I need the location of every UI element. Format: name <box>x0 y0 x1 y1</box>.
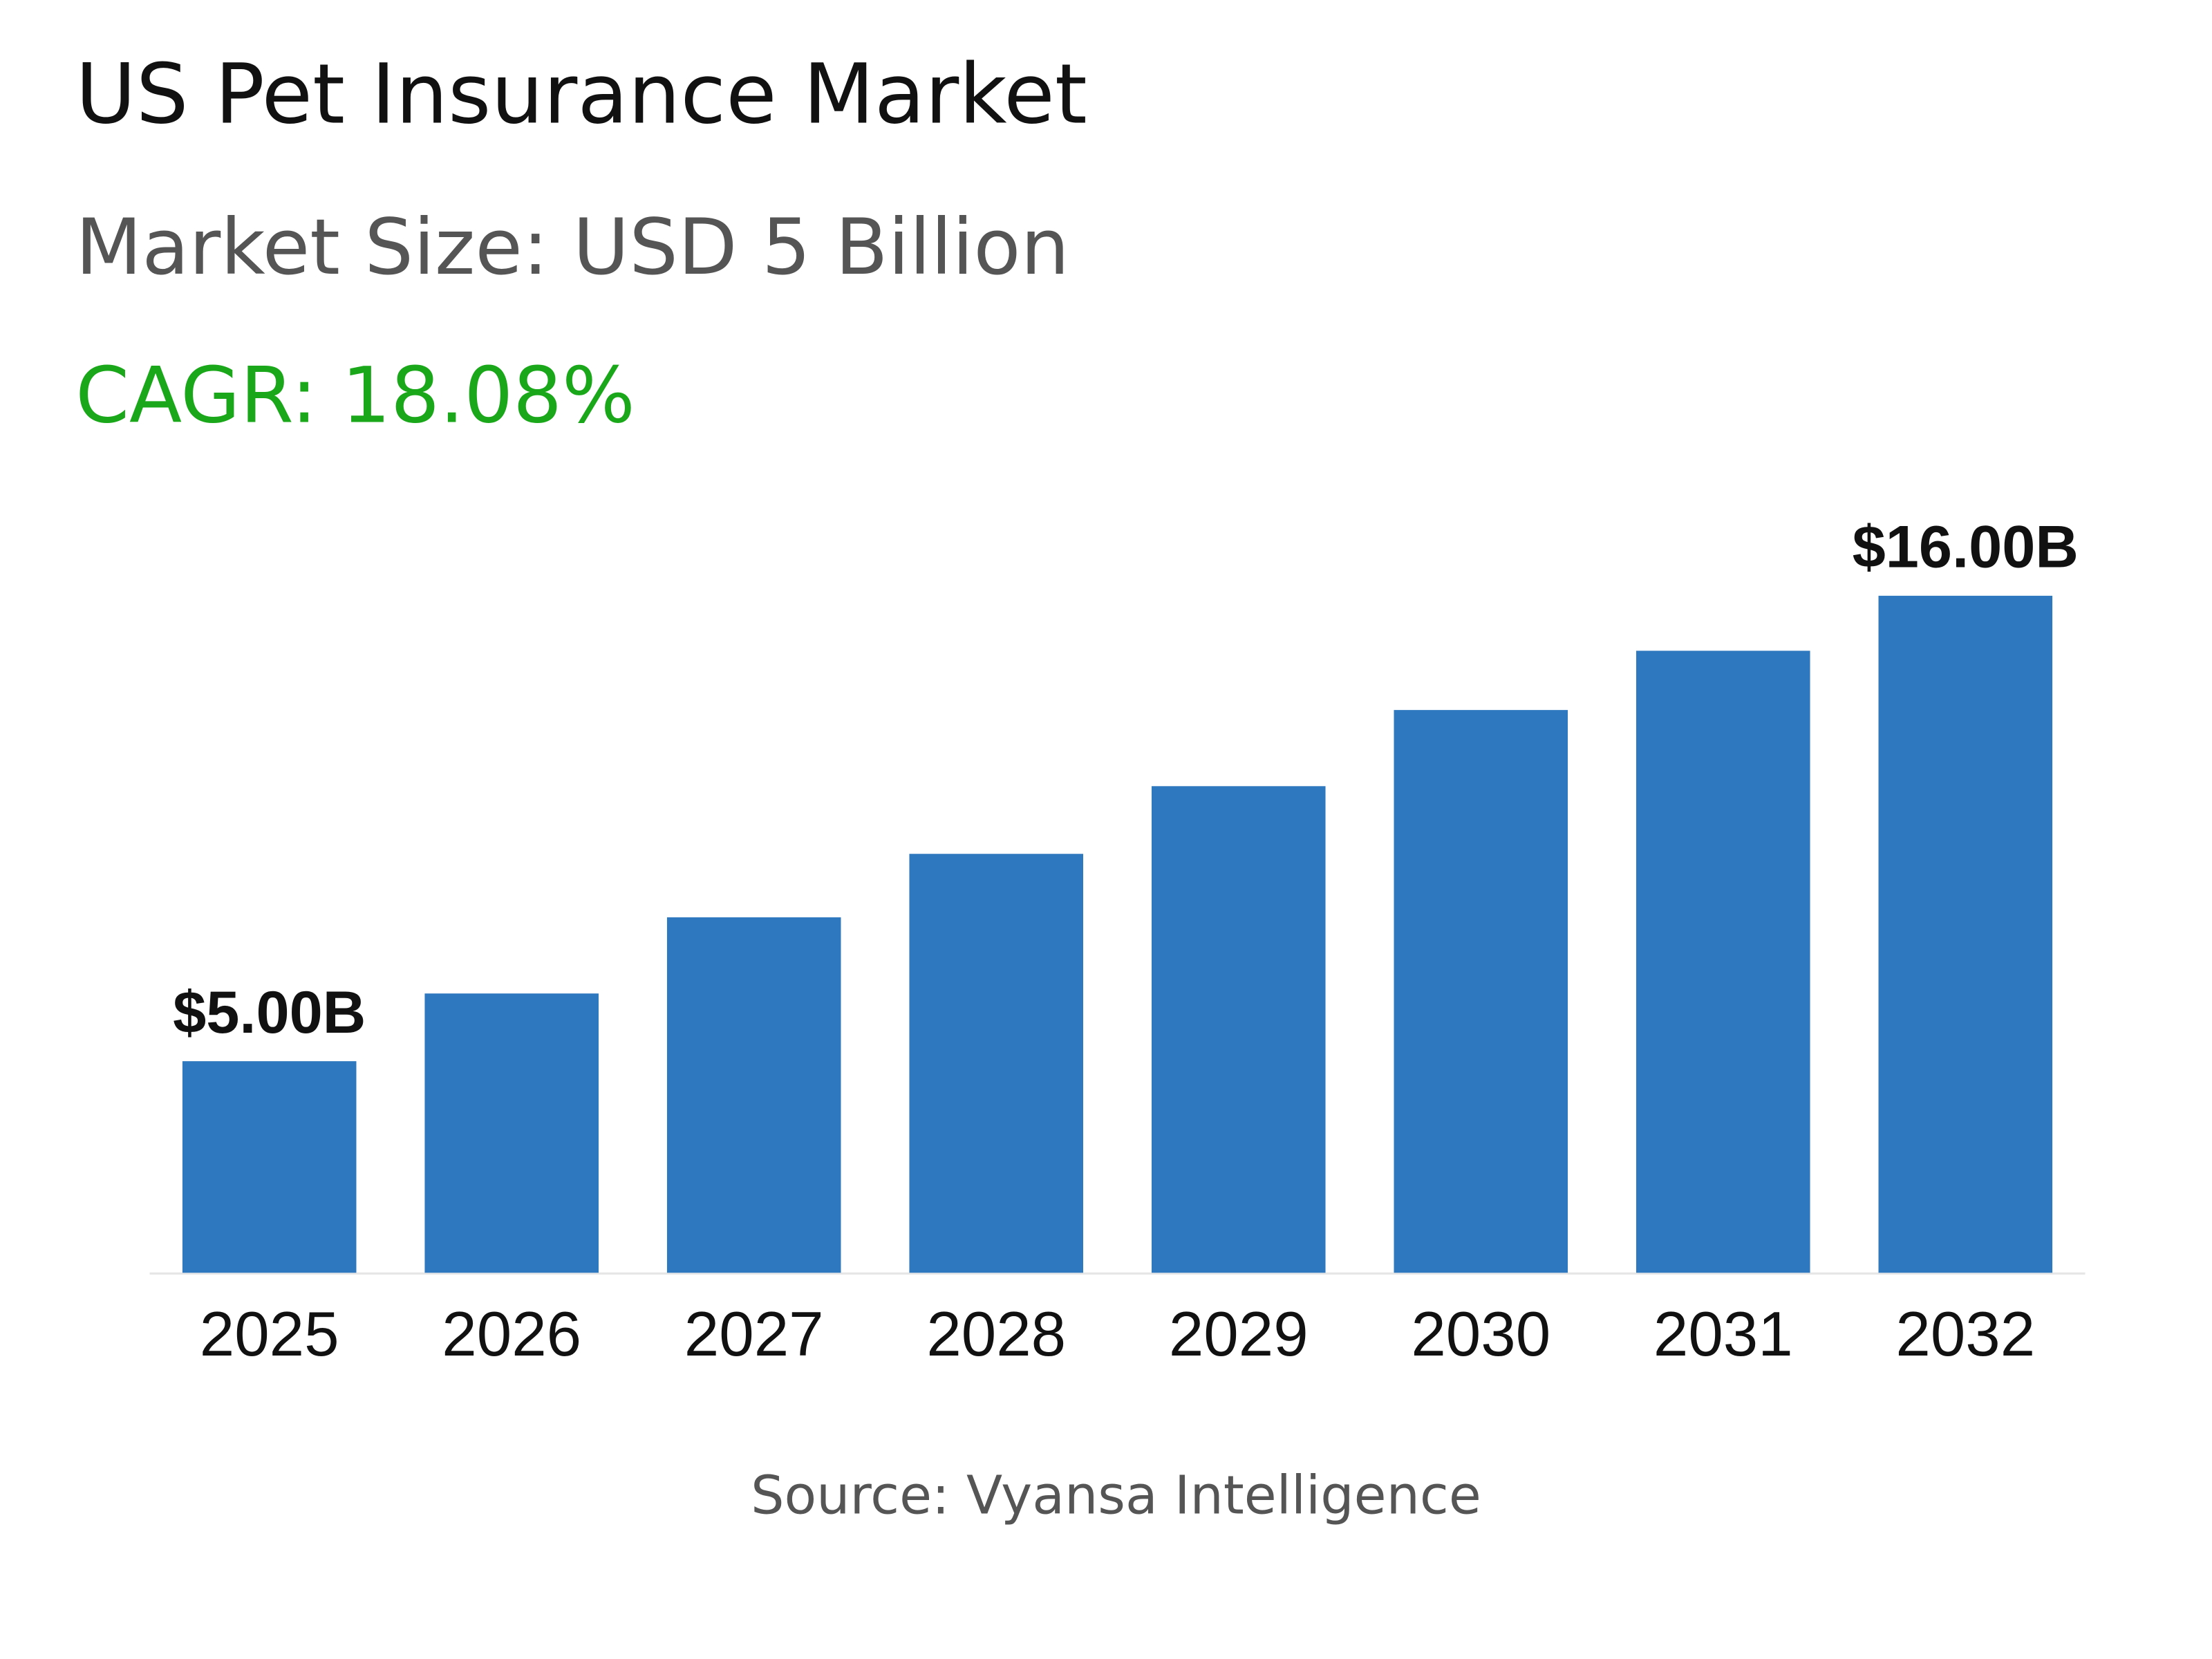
x-tick-label: 2026 <box>442 1300 581 1369</box>
chart-subtitle: Market Size: USD 5 Billion <box>75 203 1069 292</box>
x-tick-label: 2028 <box>926 1300 1066 1369</box>
data-label: $16.00B <box>1853 514 2079 581</box>
bar <box>1394 710 1568 1273</box>
bar <box>1636 650 1810 1273</box>
bar <box>182 1061 357 1273</box>
x-tick-label: 2025 <box>200 1300 339 1369</box>
x-tick-label: 2030 <box>1411 1300 1550 1369</box>
data-label: $5.00B <box>173 980 366 1046</box>
x-tick-label: 2032 <box>1895 1300 2035 1369</box>
bar <box>909 854 1084 1273</box>
bar <box>666 917 841 1273</box>
cagr-annotation: CAGR: 18.08% <box>75 351 635 440</box>
chart-title: US Pet Insurance Market <box>75 46 1087 142</box>
bar <box>1878 595 2053 1273</box>
bar <box>424 993 599 1273</box>
x-tick-label: 2031 <box>1653 1300 1793 1369</box>
source: Source: Vyansa Intelligence <box>751 1465 1481 1526</box>
x-tick-label: 2027 <box>684 1300 824 1369</box>
x-tick-label: 2029 <box>1169 1300 1309 1369</box>
bar <box>1151 786 1326 1273</box>
